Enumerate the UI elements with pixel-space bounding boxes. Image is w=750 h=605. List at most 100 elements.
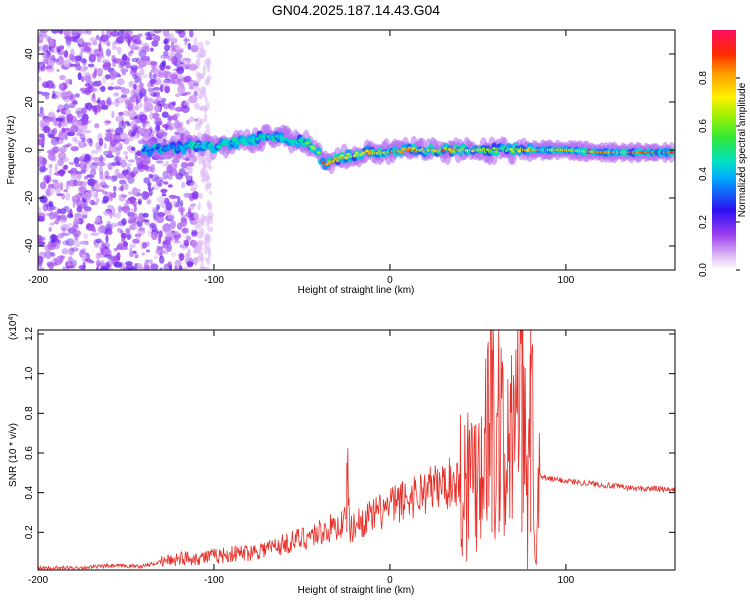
spectrogram-marks bbox=[38, 30, 675, 270]
spectrogram-noise-blob bbox=[43, 125, 50, 134]
spectrogram-noise-blob bbox=[123, 151, 129, 155]
spectrogram-noise-blob bbox=[172, 240, 182, 244]
spectrogram-noise-blob bbox=[58, 45, 65, 50]
spectrogram-noise-blob bbox=[156, 204, 160, 211]
spectrogram-noise-blob bbox=[38, 251, 46, 259]
spectrogram-noise-blob bbox=[156, 100, 166, 107]
spectrogram-noise-blob bbox=[73, 240, 81, 247]
spectrogram-noise-blob bbox=[131, 187, 138, 196]
spectrogram-noise-blob bbox=[70, 146, 79, 152]
spectrogram-noise-blob bbox=[155, 215, 165, 224]
spectrogram-ridge-core bbox=[354, 152, 359, 156]
spectrogram-noise-blob bbox=[40, 65, 46, 72]
spectrogram-noise-blob bbox=[127, 191, 133, 195]
spectrogram-noise-blob bbox=[153, 255, 159, 260]
spectrogram-noise-blob bbox=[95, 197, 100, 204]
spectrogram-noise-blob bbox=[205, 101, 210, 111]
spectrogram-noise-blob bbox=[142, 42, 150, 50]
spectrogram-noise-blob bbox=[130, 89, 135, 97]
spectrogram-noise-blob bbox=[90, 199, 95, 206]
spectrogram-noise-blob bbox=[61, 232, 71, 236]
spectrogram-noise-blob bbox=[56, 255, 64, 264]
spectrogram-noise-blob bbox=[165, 236, 173, 241]
spectrogram-noise-blob bbox=[75, 132, 82, 136]
spectrogram-noise-blob bbox=[93, 69, 98, 77]
spectrogram-noise-blob bbox=[38, 45, 45, 51]
spectrogram-noise-blob bbox=[63, 50, 69, 58]
spectrogram-noise-blob bbox=[90, 170, 95, 176]
spectrogram-noise-blob bbox=[193, 37, 198, 47]
spectrogram-noise-blob bbox=[196, 230, 204, 239]
spectrogram-noise-blob bbox=[198, 155, 203, 165]
spectrogram-noise-blob bbox=[86, 30, 92, 35]
spectrogram-noise-blob bbox=[180, 218, 188, 227]
spectrogram-noise-blob bbox=[206, 151, 211, 158]
spectrogram-noise-blob bbox=[47, 183, 55, 189]
spectrogram-noise-blob bbox=[100, 34, 109, 42]
spectrogram-noise-blob bbox=[171, 252, 177, 258]
spectrogram-noise-blob bbox=[97, 225, 106, 234]
spectrogram-noise-blob bbox=[179, 127, 187, 135]
spectrogram-noise-blob bbox=[103, 142, 107, 149]
spectrogram-noise-blob bbox=[49, 267, 54, 270]
spectrogram-noise-blob bbox=[113, 185, 117, 192]
spectrogram-noise-blob bbox=[52, 146, 59, 154]
spectrogram-noise-blob bbox=[59, 146, 67, 153]
spectrogram-noise-blob bbox=[105, 132, 113, 137]
spectrogram-ridge-core bbox=[141, 148, 146, 152]
spectrogram-noise-blob bbox=[125, 261, 133, 267]
spectrogram-noise-blob bbox=[48, 167, 52, 177]
snr-y-tick-label: 1.2 bbox=[24, 327, 35, 341]
spectrogram-noise-blob bbox=[127, 136, 135, 142]
spectrogram-noise-blob bbox=[103, 254, 113, 259]
spectrogram-noise-blob bbox=[126, 166, 131, 176]
spectrogram-noise-blob bbox=[110, 222, 119, 228]
spectrogram-noise-blob bbox=[90, 232, 100, 236]
spectrogram-noise-blob bbox=[141, 55, 149, 60]
spectrogram-noise-blob bbox=[62, 95, 71, 103]
spectrogram-noise-blob bbox=[167, 184, 173, 188]
spectrogram-noise-blob bbox=[39, 195, 48, 203]
spectrogram-noise-blob bbox=[201, 160, 206, 166]
spectrogram-noise-blob bbox=[72, 229, 81, 237]
spectrogram-noise-blob bbox=[76, 180, 84, 187]
spectrogram-noise-blob bbox=[191, 229, 198, 234]
spectrogram-noise-blob bbox=[81, 169, 86, 173]
spectrogram-noise-blob bbox=[96, 161, 106, 167]
spectrogram-noise-blob bbox=[194, 84, 200, 94]
spectrogram-noise-blob bbox=[99, 154, 104, 163]
spectrogram-ridge-core bbox=[249, 139, 254, 143]
spectrogram-noise-blob bbox=[90, 191, 97, 197]
spectrogram-x-tick-label: 100 bbox=[558, 275, 575, 286]
spectrogram-noise-blob bbox=[171, 114, 178, 121]
spectrogram-noise-blob bbox=[118, 30, 124, 39]
spectrogram-noise-blob bbox=[67, 104, 76, 109]
spectrogram-noise-blob bbox=[162, 170, 169, 180]
spectrogram-noise-blob bbox=[42, 235, 46, 240]
spectrogram-noise-blob bbox=[74, 93, 81, 98]
spectrogram-noise-blob bbox=[98, 79, 102, 86]
spectrogram-ridge-core bbox=[230, 141, 235, 145]
spectrogram-noise-blob bbox=[143, 107, 150, 113]
spectrogram-noise-blob bbox=[66, 213, 74, 219]
spectrogram-noise-blob bbox=[138, 102, 143, 109]
spectrogram-noise-blob bbox=[188, 205, 194, 211]
spectrogram-noise-blob bbox=[123, 183, 129, 191]
spectrogram-noise-blob bbox=[130, 50, 134, 54]
spectrogram-noise-blob bbox=[50, 234, 58, 240]
spectrogram-noise-blob bbox=[194, 102, 200, 110]
spectrogram-noise-blob bbox=[75, 111, 79, 115]
spectrogram-ridge-core bbox=[232, 139, 237, 143]
spectrogram-noise-blob bbox=[63, 103, 70, 111]
spectrogram-noise-blob bbox=[161, 193, 167, 197]
spectrogram-noise-blob bbox=[132, 166, 139, 175]
spectrogram-noise-blob bbox=[105, 234, 109, 243]
spectrogram-noise-blob bbox=[114, 98, 120, 107]
spectrogram-noise-blob bbox=[102, 62, 111, 71]
spectrogram-noise-blob bbox=[167, 175, 172, 179]
spectrogram-noise-blob bbox=[131, 208, 135, 214]
spectrogram-noise-blob bbox=[73, 216, 79, 223]
spectrogram-noise-blob bbox=[156, 245, 161, 251]
spectrogram-noise-blob bbox=[167, 73, 176, 79]
